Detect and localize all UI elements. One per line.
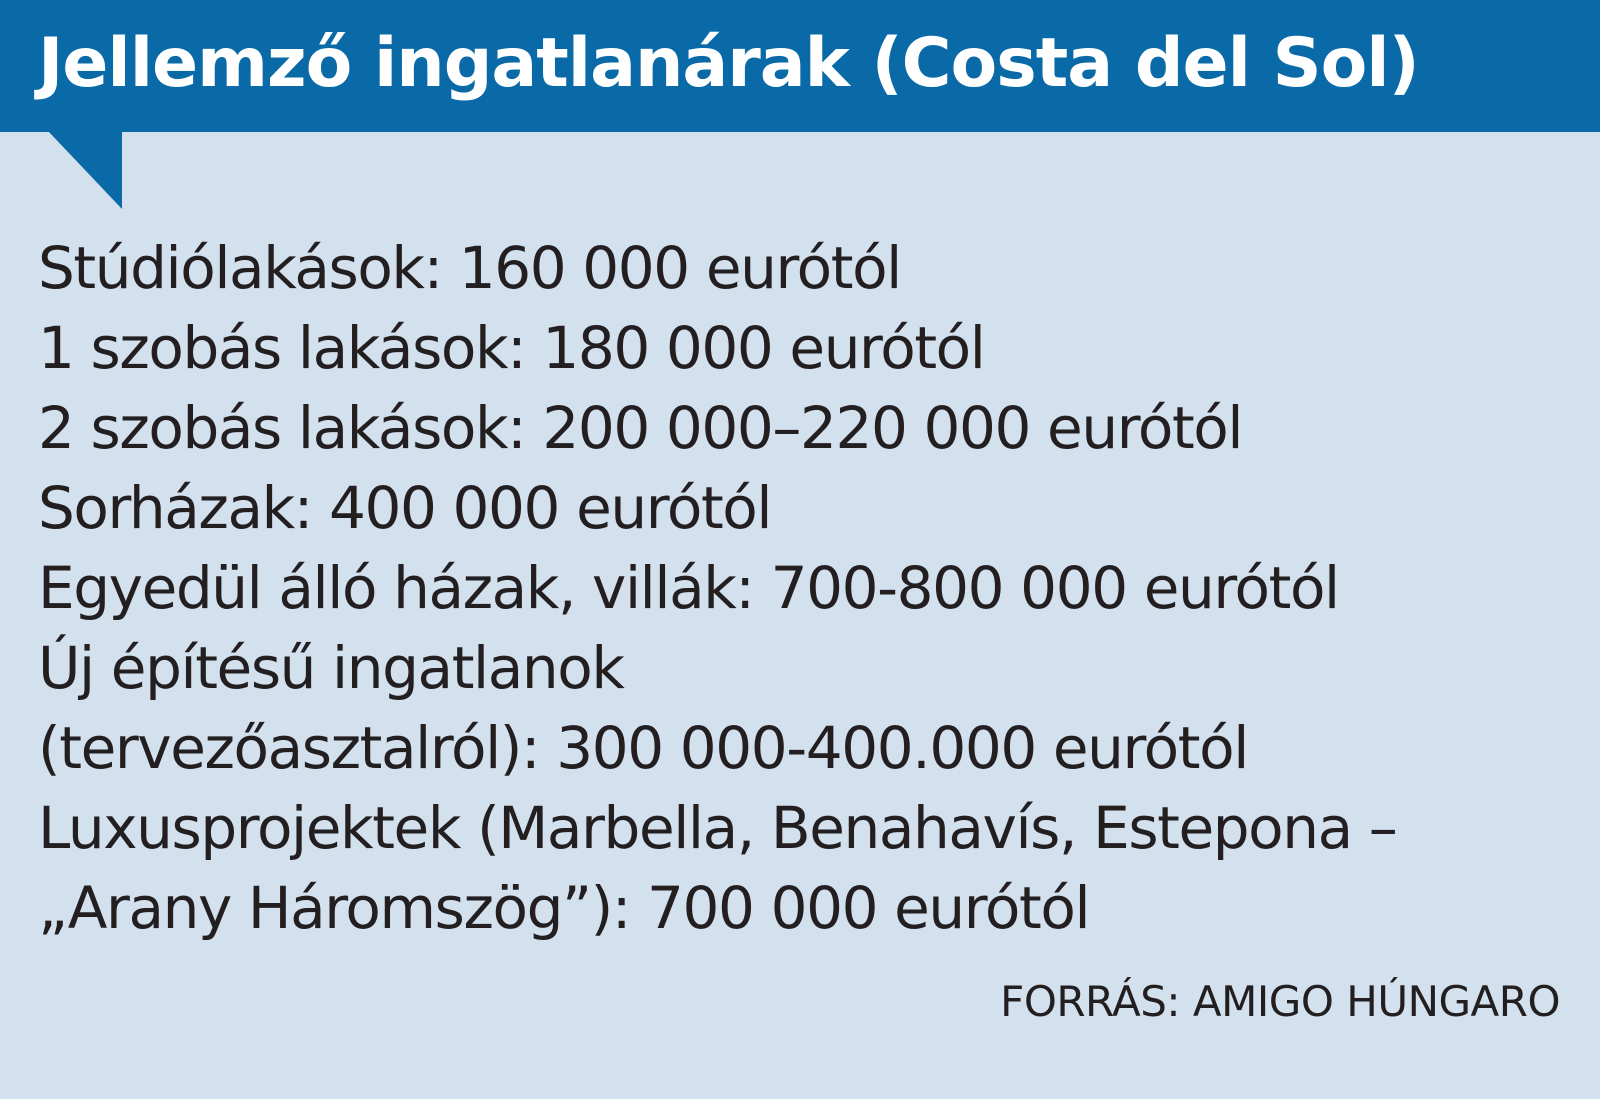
title-bar: Jellemző ingatlanárak (Costa del Sol)	[0, 0, 1600, 132]
price-line-studio: Stúdiólakások: 160 000 eurótól	[38, 234, 902, 302]
price-line-terraced-houses: Sorházak: 400 000 eurótól	[38, 474, 773, 542]
price-line-luxury-projects: Luxusprojektek (Marbella, Benahavís, Est…	[38, 794, 1398, 862]
price-list: Stúdiólakások: 160 000 eurótól 1 szobás …	[38, 228, 1578, 948]
price-line-detached-villas: Egyedül álló házak, villák: 700-800 000 …	[38, 554, 1340, 622]
price-line-new-builds-off-plan: (tervezőasztalról): 300 000-400.000 euró…	[38, 714, 1249, 782]
price-line-new-builds: Új építésű ingatlanok	[38, 634, 625, 702]
speech-pointer-shape	[48, 131, 122, 209]
price-line-one-room: 1 szobás lakások: 180 000 eurótól	[38, 314, 986, 382]
price-line-golden-triangle: „Arany Háromszög”): 700 000 eurótól	[38, 874, 1091, 942]
infobox-title: Jellemző ingatlanárak (Costa del Sol)	[38, 24, 1420, 103]
source-credit: FORRÁS: AMIGO HÚNGARO	[1000, 977, 1560, 1026]
price-line-two-room: 2 szobás lakások: 200 000–220 000 eurótó…	[38, 394, 1244, 462]
